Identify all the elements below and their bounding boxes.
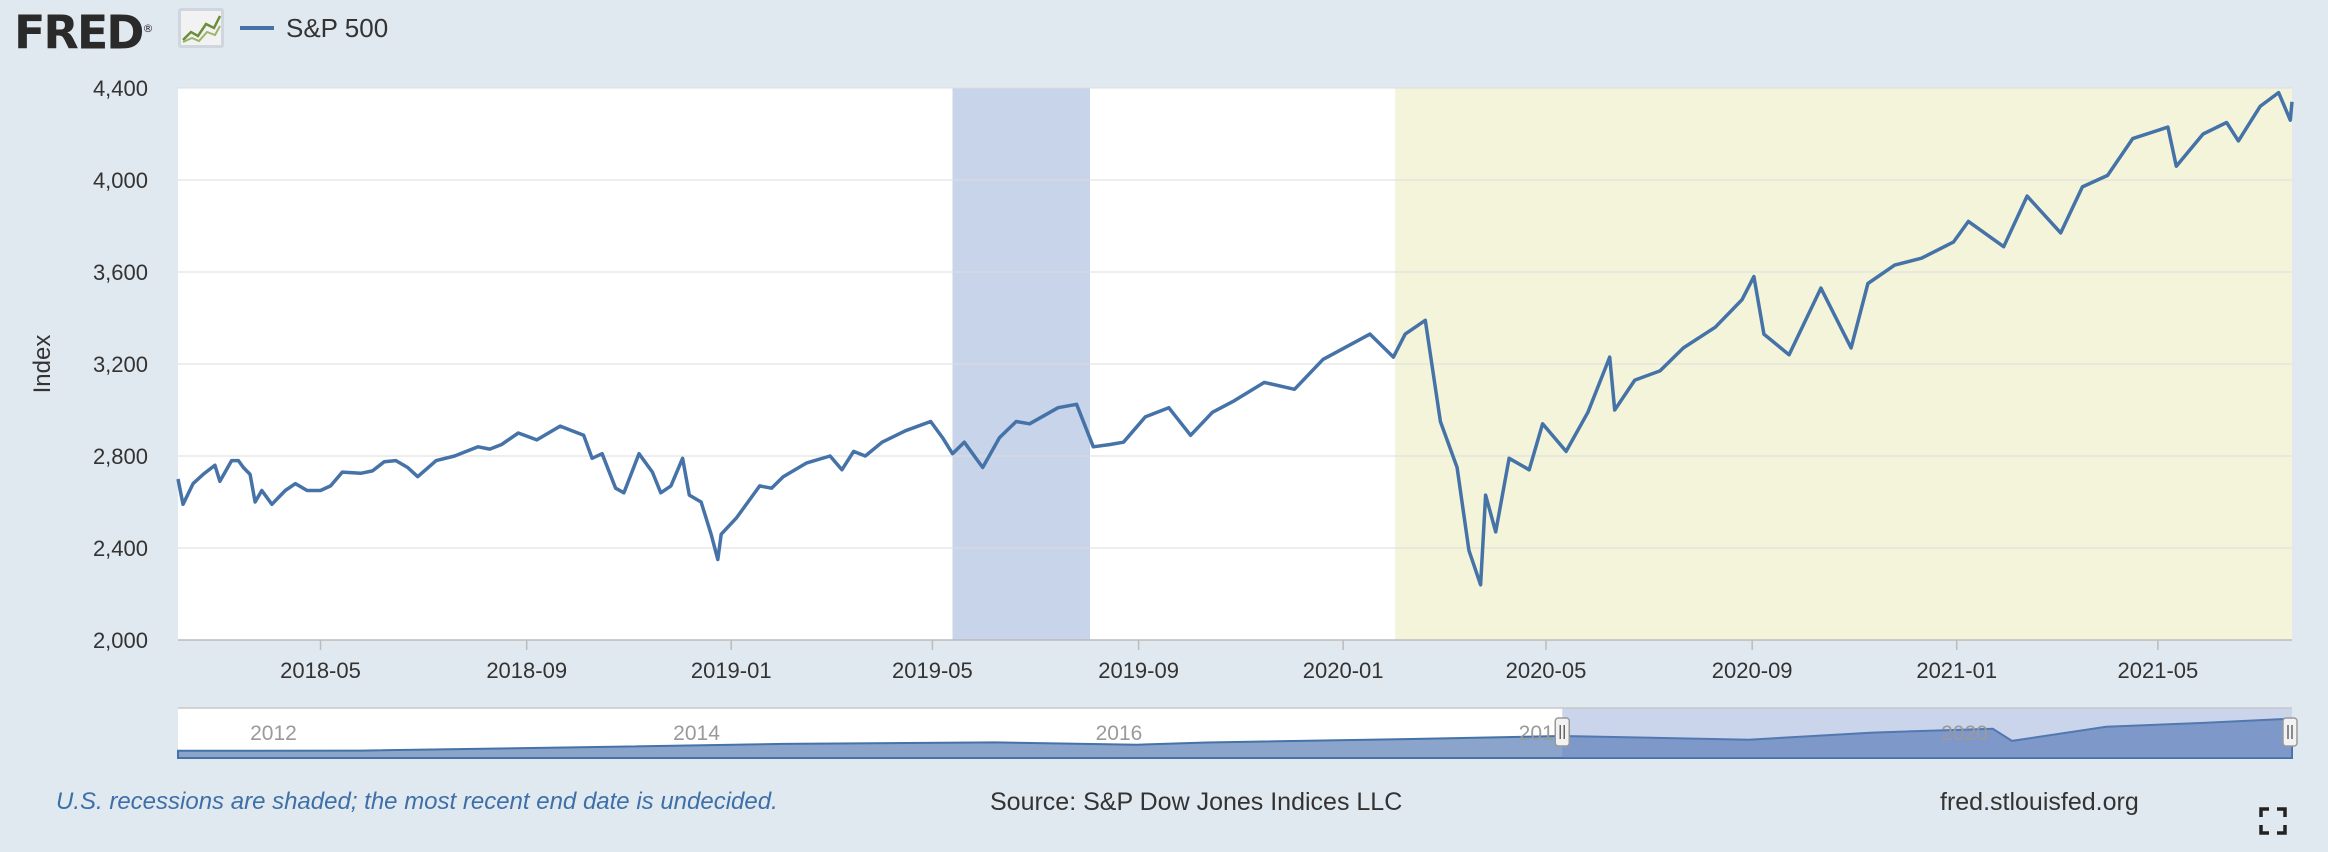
navigator-selected-range xyxy=(1562,708,2292,758)
y-tick-label: 3,600 xyxy=(93,260,148,285)
x-tick-label: 2019-05 xyxy=(892,658,973,683)
line-chart[interactable]: 2,000 2,400 2,800 3,200 3,600 4,000 4,400 Index… xyxy=(0,60,2328,772)
y-tick-label: 2,000 xyxy=(93,628,148,653)
series-line-sp500 xyxy=(176,90,2294,587)
logo-registered-mark: ® xyxy=(142,22,154,35)
navigator-year-label: 2020 xyxy=(1941,722,1988,745)
navigator-year-label: 2014 xyxy=(673,722,720,745)
site-link[interactable]: fred.stlouisfed.org xyxy=(1940,788,2139,816)
y-tick-label: 3,200 xyxy=(93,352,148,377)
y-tick-label: 4,400 xyxy=(93,76,148,101)
navigator-year-label: 2016 xyxy=(1096,722,1143,745)
gridlines xyxy=(178,87,2292,549)
logo-text: FRED xyxy=(14,5,144,60)
x-tick-label: 2018-05 xyxy=(280,658,361,683)
x-tick-label: 2020-05 xyxy=(1506,658,1587,683)
navigator-left-handle[interactable] xyxy=(1554,717,1571,747)
fred-logo[interactable]: FRED® xyxy=(14,0,153,61)
x-tick-label: 2019-09 xyxy=(1098,658,1179,683)
x-tick-label: 2018-09 xyxy=(486,658,567,683)
chart-legend[interactable]: S&P 500 xyxy=(240,10,388,46)
legend-series-label: S&P 500 xyxy=(286,12,389,43)
navigator-year-label: 2012 xyxy=(250,722,297,745)
y-axis-title: Index xyxy=(29,335,56,394)
x-tick-label: 2020-01 xyxy=(1303,658,1384,683)
legend-series-swatch xyxy=(240,26,274,30)
x-tick-label: 2020-09 xyxy=(1712,658,1793,683)
y-tick-label: 2,400 xyxy=(93,536,148,561)
header: FRED® S&P 500 xyxy=(0,0,2328,60)
series-layer xyxy=(176,90,2294,587)
fullscreen-expand-icon[interactable] xyxy=(2258,806,2288,836)
recession-note: U.S. recessions are shaded; the most rec… xyxy=(56,788,778,815)
range-navigator[interactable]: 2012 2014 2016 2018 2020 xyxy=(177,707,2298,759)
y-axis: 2,000 2,400 2,800 3,200 3,600 4,000 4,400 Index xyxy=(29,76,148,653)
x-tick-label: 2021-05 xyxy=(2118,658,2199,683)
source-credit: Source: S&P Dow Jones Indices LLC xyxy=(990,788,1403,816)
navigator-right-handle[interactable] xyxy=(2282,717,2298,747)
x-axis: 2018-05 2018-09 2019-01 2019-05 2019-09 2020-… xyxy=(178,639,2292,683)
navigator-year-label: 2018 xyxy=(1519,722,1566,745)
y-tick-label: 2,800 xyxy=(93,444,148,469)
y-tick-label: 4,000 xyxy=(93,168,148,193)
x-tick-label: 2019-01 xyxy=(691,658,772,683)
x-tick-label: 2021-01 xyxy=(1916,658,1997,683)
fred-chart-logo-icon xyxy=(178,8,224,48)
